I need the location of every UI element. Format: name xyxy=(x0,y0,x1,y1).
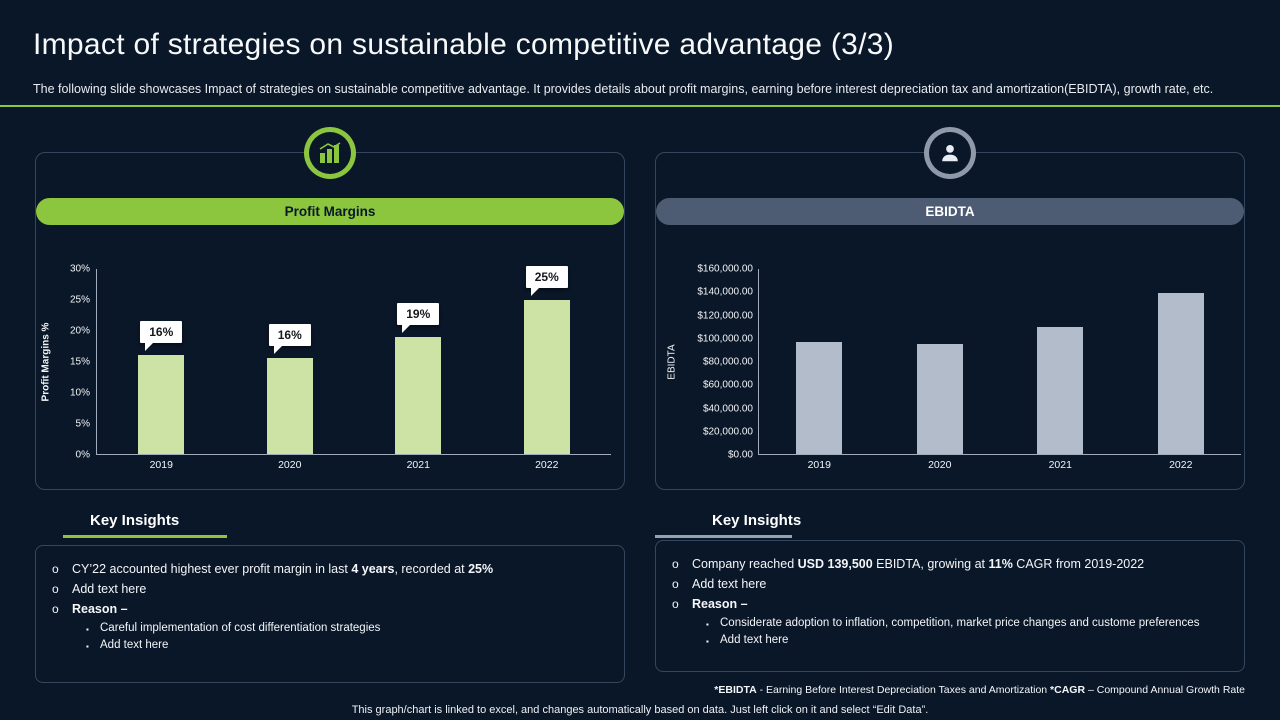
y-axis-tick: 0% xyxy=(75,449,90,461)
bullet-icon: o xyxy=(672,577,679,591)
bullet-icon: ▪ xyxy=(86,625,89,634)
data-label-callout: 16% xyxy=(268,324,311,355)
y-axis-ticks-left: 30% 25% 20% 15% 10% 5% 0% xyxy=(50,264,90,461)
ebidta-header: EBIDTA xyxy=(656,198,1244,225)
insight-item: ▪ Careful implementation of cost differen… xyxy=(86,622,608,634)
page-title: Impact of strategies on sustainable comp… xyxy=(33,28,895,61)
bar-group-2022: 2022 xyxy=(1121,269,1242,471)
ebidta-panel: EBIDTA EBIDTA $160,000.00 $140,000.00 $120… xyxy=(655,127,1245,490)
x-axis-label: 2019 xyxy=(149,459,173,471)
bar-group-2020: 16% 2020 xyxy=(226,269,355,471)
profit-margins-chart[interactable]: 16% 2019 16% 2020 19% 2021 25% 2022 xyxy=(96,265,612,471)
data-label-callout: 16% xyxy=(140,321,183,352)
bullet-icon: ▪ xyxy=(706,637,709,646)
y-axis-tick: $20,000.00 xyxy=(702,426,753,438)
y-axis-tick: $40,000.00 xyxy=(702,403,753,414)
ebidta-chart[interactable]: 2019 2020 2021 2022 xyxy=(758,269,1242,471)
bar-group-2021: 19% 2021 xyxy=(354,269,483,471)
y-axis-tick: $80,000.00 xyxy=(702,356,753,368)
insight-item: ▪ Add text here xyxy=(86,639,608,651)
title-divider xyxy=(0,105,1280,107)
bullet-icon: o xyxy=(672,557,679,571)
insight-text: Add text here xyxy=(72,582,147,596)
y-axis-ticks-right: $160,000.00 $140,000.00 $120,000.00 $100,00… xyxy=(676,264,753,461)
key-insights-underline-left xyxy=(63,535,227,538)
bullet-icon: o xyxy=(52,602,59,616)
y-axis-tick: 10% xyxy=(69,387,90,399)
y-axis-tick: 30% xyxy=(69,263,90,275)
y-axis-tick: 5% xyxy=(75,418,90,430)
slide-subtitle: The following slide showcases Impact of … xyxy=(33,82,1214,96)
insight-text: Company reached USD 139,500 EBIDTA, grow… xyxy=(692,557,1145,571)
insight-text: CY’22 accounted highest ever profit marg… xyxy=(72,562,494,576)
bar-2021[interactable] xyxy=(395,336,442,454)
profit-margins-header: Profit Margins xyxy=(36,198,624,225)
x-axis-label: 2020 xyxy=(928,459,952,471)
insight-item: o Add text here xyxy=(672,577,1228,591)
bar-2019[interactable] xyxy=(796,341,843,454)
bar-group-2021: 2021 xyxy=(1000,269,1121,471)
bar-group-2020: 2020 xyxy=(880,269,1001,471)
insight-text: Reason – xyxy=(692,597,748,611)
insight-item: o Add text here xyxy=(52,582,608,596)
key-insights-underline-right xyxy=(655,535,792,538)
bar-2022[interactable] xyxy=(1157,292,1204,454)
y-axis-tick: 25% xyxy=(69,294,90,306)
bar-group-2022: 25% 2022 xyxy=(483,265,612,471)
bar-2022[interactable] xyxy=(523,299,570,454)
growth-chart-icon xyxy=(304,127,356,179)
insight-text: Add text here xyxy=(100,639,169,651)
bullet-icon: o xyxy=(672,597,679,611)
bullet-icon: ▪ xyxy=(86,642,89,651)
bar-group-2019: 2019 xyxy=(759,269,880,471)
growth-chart-icon-inner xyxy=(309,132,351,174)
profit-margins-panel: Profit Margins Profit Margins % 30% 25% 20… xyxy=(35,127,625,490)
y-axis-tick: $60,000.00 xyxy=(702,379,753,391)
excel-link-note: This graph/chart is linked to excel, and… xyxy=(351,704,929,716)
insight-text: Add text here xyxy=(720,634,789,646)
insight-text: Considerate adoption to inflation, compe… xyxy=(720,617,1200,629)
bar-2020[interactable] xyxy=(266,358,313,454)
abbreviation-footnote: *EBIDTA - Earning Before Interest Deprec… xyxy=(714,684,1245,696)
bullet-icon: o xyxy=(52,562,59,576)
bar-2021[interactable] xyxy=(1037,326,1084,454)
key-insights-box-right: o Company reached USD 139,500 EBIDTA, gro… xyxy=(655,540,1245,672)
x-axis-label: 2021 xyxy=(406,459,430,471)
insight-text: Reason – xyxy=(72,602,128,616)
key-insights-heading-left: Key Insights xyxy=(90,512,180,529)
insight-item: ▪ Considerate adoption to inflation, comp… xyxy=(706,617,1228,629)
y-axis-tick: 15% xyxy=(69,356,90,368)
insight-text: Careful implementation of cost different… xyxy=(100,622,381,634)
x-axis-label: 2021 xyxy=(1048,459,1072,471)
y-axis-tick: $120,000.00 xyxy=(697,310,753,321)
bar-2019[interactable] xyxy=(138,355,185,454)
key-insights-heading-right: Key Insights xyxy=(712,512,802,529)
y-axis-tick: $100,000.00 xyxy=(697,333,753,345)
y-axis-tick: 20% xyxy=(69,325,90,337)
insight-item: o Company reached USD 139,500 EBIDTA, gro… xyxy=(672,557,1228,571)
businessman-icon-inner xyxy=(929,132,971,174)
x-axis-label: 2019 xyxy=(807,459,831,471)
x-axis-label: 2022 xyxy=(535,459,559,471)
insight-text: Add text here xyxy=(692,577,767,591)
businessman-icon xyxy=(924,127,976,179)
y-axis-tick: $140,000.00 xyxy=(697,286,753,298)
bar-group-2019: 16% 2019 xyxy=(97,269,226,471)
y-axis-tick: $0.00 xyxy=(727,449,753,461)
insight-item: ▪ Add text here xyxy=(706,634,1228,646)
insight-item: o CY’22 accounted highest ever profit mar… xyxy=(52,562,608,576)
insight-item: o Reason – xyxy=(672,597,1228,611)
key-insights-box-left: o CY’22 accounted highest ever profit mar… xyxy=(35,545,625,683)
data-label-callout: 25% xyxy=(525,265,568,296)
y-axis-tick: $160,000.00 xyxy=(697,263,753,275)
insight-item: o Reason – xyxy=(52,602,608,616)
bar-2020[interactable] xyxy=(916,343,963,454)
x-axis-label: 2022 xyxy=(1169,459,1193,471)
x-axis-label: 2020 xyxy=(278,459,302,471)
bullet-icon: ▪ xyxy=(706,620,709,629)
bullet-icon: o xyxy=(52,582,59,596)
data-label-callout: 19% xyxy=(397,302,440,333)
